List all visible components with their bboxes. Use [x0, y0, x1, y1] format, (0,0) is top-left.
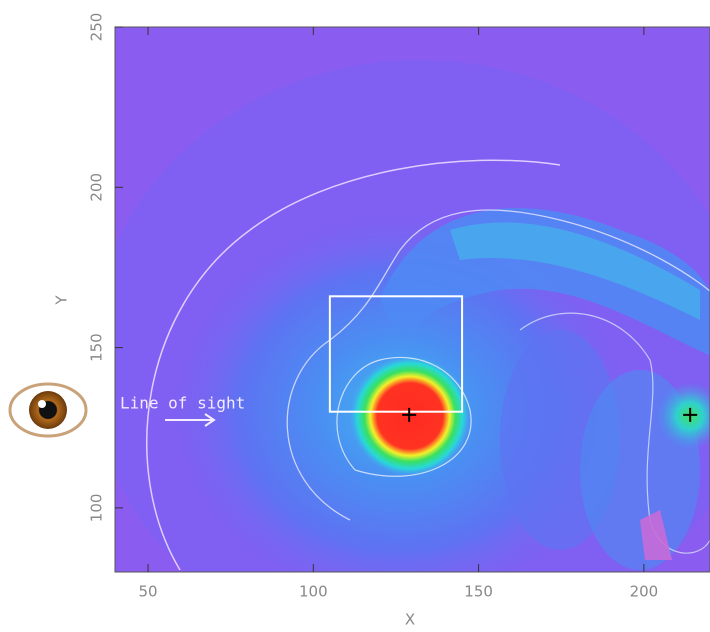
- x-tick-label: 50: [139, 583, 158, 601]
- region-box: [328, 295, 464, 413]
- eye-icon: [8, 382, 88, 438]
- plot-frame: [114, 26, 710, 573]
- y-tick-label: 150: [88, 333, 106, 362]
- y-tick-label: 100: [88, 494, 106, 523]
- y-tick-label: 250: [88, 13, 106, 42]
- density-image: [115, 27, 710, 572]
- x-tick-label: 100: [299, 583, 328, 601]
- center-marker: [402, 407, 417, 422]
- y-axis-label: Y: [53, 295, 71, 306]
- x-tick-label: 150: [464, 583, 493, 601]
- x-tick-label: 200: [630, 583, 659, 601]
- y-tick-label: 200: [88, 173, 106, 202]
- x-axis-label: X: [405, 611, 415, 629]
- annotation: Line of sight: [120, 394, 245, 413]
- center-marker: [683, 407, 698, 422]
- sight-arrow: [165, 413, 216, 427]
